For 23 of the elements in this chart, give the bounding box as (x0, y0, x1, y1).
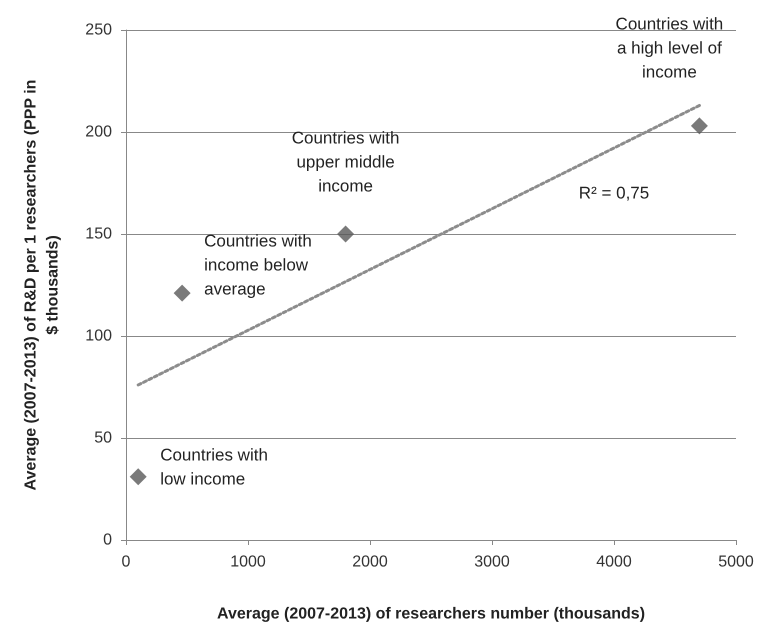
point (690, 117, 708, 134)
y-tick-label: 100 (85, 328, 112, 344)
y-tick-label: 200 (85, 124, 112, 140)
y-tick-label: 150 (85, 226, 112, 242)
x-tick-label: 5000 (718, 554, 754, 570)
annotation: Countries with a high level of income (616, 14, 724, 82)
annotation: Countries with upper middle income (292, 128, 400, 196)
y-tick-label: 250 (85, 22, 112, 38)
x-axis-title: Average (2007-2013) of researchers number (thousands) (216, 606, 646, 622)
x-tick-label: 1000 (230, 554, 266, 570)
point (130, 468, 147, 486)
x-tick-label: 0 (122, 554, 131, 570)
x-tick-label: 4000 (596, 554, 632, 570)
point (174, 284, 191, 302)
x-tick-label: 3000 (474, 554, 510, 570)
x-tick-label: 2000 (352, 554, 388, 570)
annotation: Countries with income below average (204, 232, 312, 299)
point (337, 226, 354, 242)
annotation: R² = 0,75 (578, 184, 650, 203)
y-tick-label: 50 (94, 430, 112, 446)
annotation: Countries with low income (160, 445, 268, 488)
y-tick-label: 0 (103, 532, 112, 548)
y-axis-title: Average (2007-2013) of R&D per 1 researchers (PPP in $ thousands) (22, 80, 62, 490)
